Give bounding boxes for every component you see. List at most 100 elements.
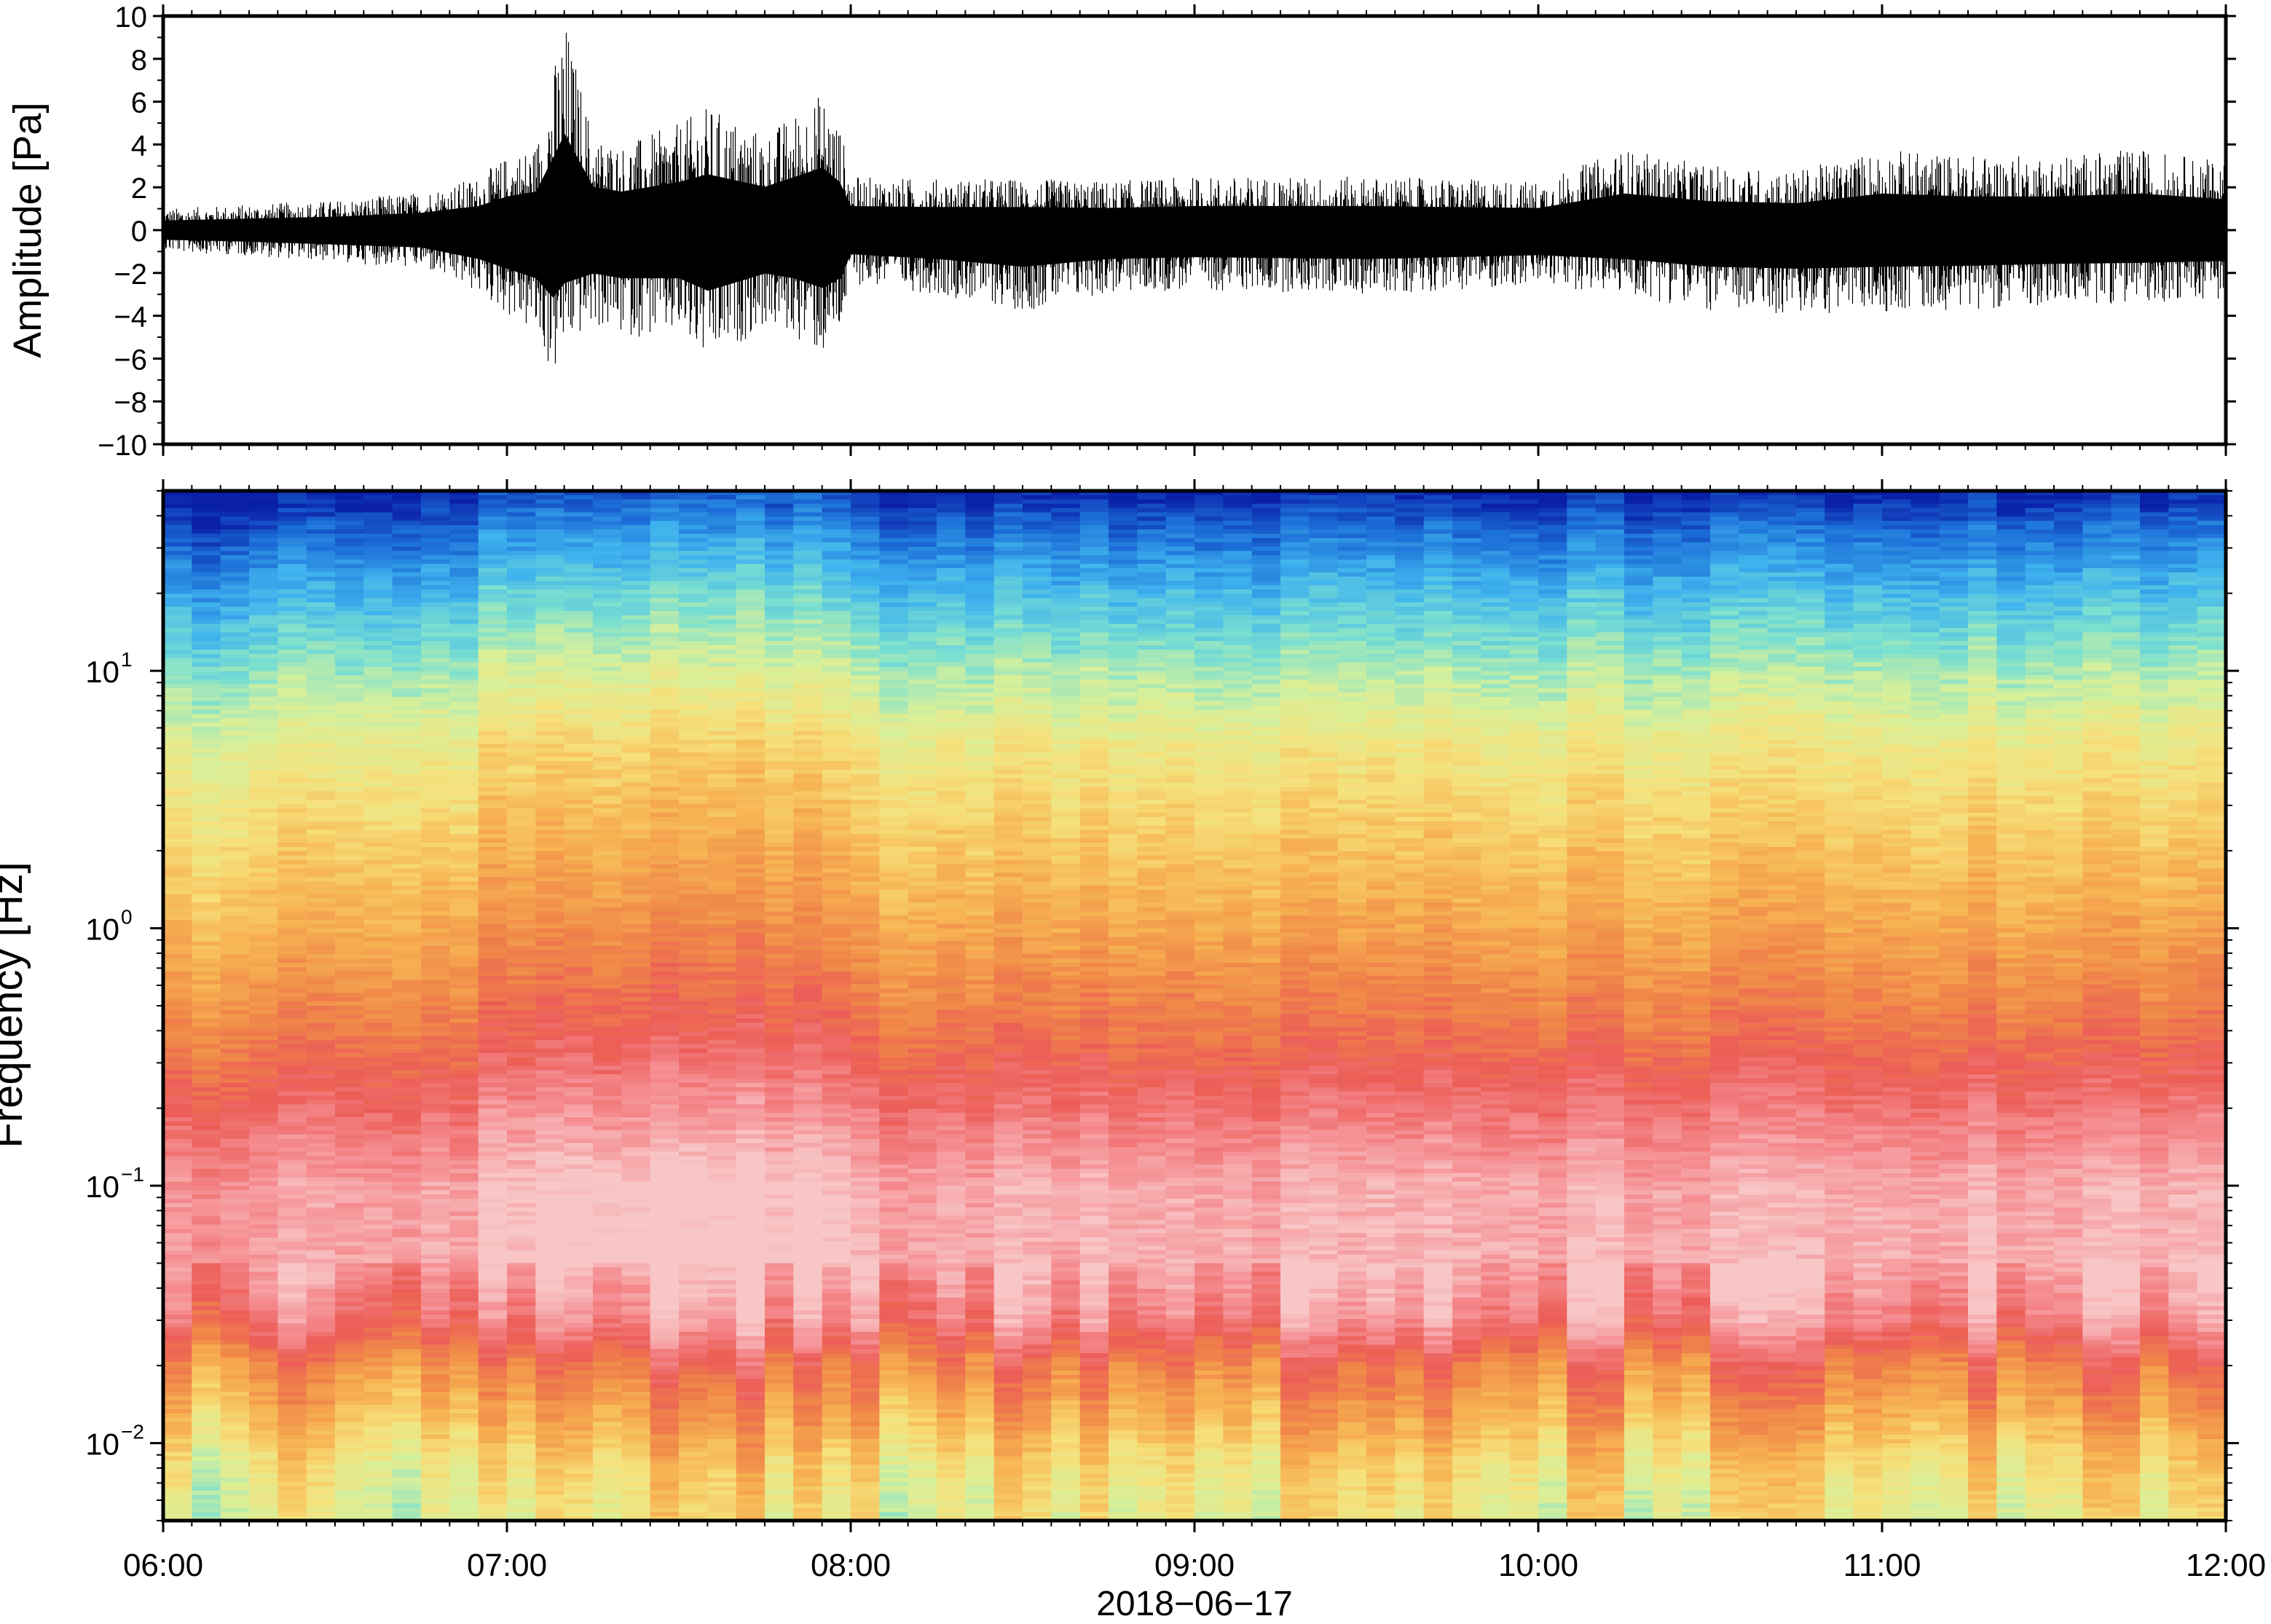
spectrogram-cell [621, 739, 651, 745]
spectrogram-cell [306, 559, 336, 564]
spectrogram-cell [535, 966, 565, 972]
spectrogram-cell [535, 941, 565, 947]
spectrogram-cell [163, 714, 193, 720]
spectrogram-cell [535, 902, 565, 908]
spectrogram-cell [707, 641, 737, 646]
spectrogram-cell [363, 1172, 393, 1178]
spectrogram-cell [363, 572, 393, 578]
spectrogram-cell [363, 705, 393, 711]
spectrogram-cell [478, 1224, 508, 1230]
spectrogram-cell [478, 1242, 508, 1247]
spectrogram-cell [249, 1014, 279, 1020]
spectrogram-cell [335, 641, 365, 646]
spectrogram-cell [478, 1070, 508, 1076]
spectrogram-cell [449, 1507, 479, 1513]
spectrogram-cell [392, 594, 422, 599]
spectrogram-cell [621, 1006, 651, 1011]
spectrogram-cell [192, 966, 221, 972]
spectrogram-cell [392, 1344, 422, 1350]
spectrogram-cell [535, 804, 565, 809]
spectrogram-cell [507, 773, 537, 779]
spectrogram-cell [564, 1396, 594, 1401]
spectrogram-cell [220, 1404, 250, 1410]
spectrogram-cell [507, 881, 537, 886]
spectrogram-cell [707, 804, 737, 809]
spectrogram-cell [392, 679, 422, 685]
spectrogram-cell [535, 1009, 565, 1015]
spectrogram-cell [650, 902, 680, 908]
spectrogram-cell [564, 963, 594, 968]
spectrogram-cell [392, 1465, 422, 1470]
spectrogram-cell [507, 1130, 537, 1135]
spectrogram-cell [650, 1168, 680, 1174]
spectrogram-cell [621, 1478, 651, 1483]
spectrogram-cell [707, 1306, 737, 1312]
spectrogram-cell [707, 1288, 737, 1294]
spectrogram-cell [478, 808, 508, 813]
spectrogram-cell [593, 1417, 623, 1423]
spectrogram-cell [679, 735, 709, 741]
spectrogram-cell [621, 1125, 651, 1131]
spectrogram-cell [220, 812, 250, 818]
spectrogram-cell [335, 1027, 365, 1033]
spectrogram-cell [363, 1336, 393, 1341]
spectrogram-cell [535, 1267, 565, 1273]
spectrogram-cell [192, 1435, 221, 1440]
spectrogram-cell [363, 1057, 393, 1063]
spectrogram-cell [507, 1001, 537, 1006]
spectrogram-cell [621, 1400, 651, 1406]
spectrogram-cell [593, 1336, 623, 1341]
spectrogram-cell [363, 645, 393, 650]
spectrogram-cell [392, 589, 422, 595]
spectrogram-cell [421, 1422, 451, 1427]
spectrogram-cell [478, 1362, 508, 1367]
spectrogram-cell [335, 628, 365, 634]
spectrogram-cell [679, 1177, 709, 1183]
spectrogram-cell [478, 958, 508, 963]
spectrogram-cell [335, 1422, 365, 1427]
spectrogram-cell [249, 1507, 279, 1513]
spectrogram-cell [335, 714, 365, 720]
spectrogram-cell [507, 847, 537, 852]
spectrogram-cell [392, 765, 422, 770]
spectrogram-cell [679, 816, 709, 822]
spectrogram-cell [449, 572, 479, 578]
spectrogram-cell [650, 778, 680, 784]
spectrogram-cell [249, 696, 279, 702]
spectrogram-cell [679, 1001, 709, 1006]
spectrogram-cell [535, 1190, 565, 1196]
spectrogram-cell [163, 641, 193, 646]
spectrogram-cell [650, 533, 680, 539]
spectrogram-cell [220, 769, 250, 775]
spectrogram-cell [278, 1297, 307, 1303]
spectrogram-cell [650, 559, 680, 564]
spectrogram-cell [278, 1370, 307, 1376]
spectrogram-cell [650, 1061, 680, 1067]
spectrogram-cell [421, 623, 451, 629]
spectrogram-cell [564, 975, 594, 981]
spectrogram-cell [707, 920, 737, 925]
spectrogram-cell [449, 1263, 479, 1269]
spectrogram-cell [249, 1400, 279, 1406]
spectrogram-cell [507, 1113, 537, 1118]
spectrogram-cell [335, 1065, 365, 1071]
spectrogram-cell [449, 701, 479, 706]
spectrogram-cell [535, 1258, 565, 1264]
spectrogram-cell [564, 714, 594, 720]
spectrogram-cell [306, 1486, 336, 1491]
spectrogram-cell [192, 1353, 221, 1358]
spectrogram-cell [249, 971, 279, 977]
spectrogram-cell [707, 1379, 737, 1384]
spectrogram-cell [249, 1331, 279, 1337]
spectrogram-cell [363, 632, 393, 638]
spectrogram-cell [163, 1229, 193, 1234]
spectrogram-cell [278, 641, 307, 646]
spectrogram-cell [707, 881, 737, 886]
spectrogram-cell [421, 1288, 451, 1294]
spectrogram-cell [220, 1031, 250, 1037]
spectrogram-cell [192, 872, 221, 878]
spectrogram-cell [650, 529, 680, 535]
spectrogram-cell [392, 864, 422, 870]
spectrogram-cell [392, 744, 422, 749]
spectrogram-cell [335, 1357, 365, 1363]
